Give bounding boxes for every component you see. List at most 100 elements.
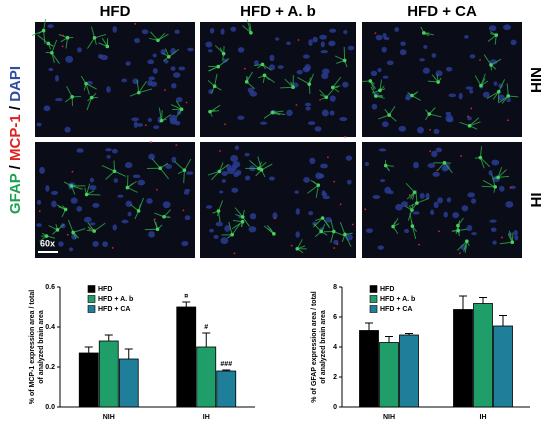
nucleus [295, 231, 300, 238]
astrocyte [55, 228, 60, 232]
x-tick-label: IH [480, 414, 487, 421]
astrocyte [378, 88, 382, 93]
nucleus [419, 192, 425, 199]
nucleus [237, 47, 245, 53]
astrocyte-process [330, 231, 335, 243]
y-axis-label: of analyzed brain area [320, 310, 327, 384]
astrocyte [240, 219, 245, 224]
astrocyte-process [157, 33, 169, 41]
nucleus [178, 66, 186, 71]
nucleus [343, 30, 348, 35]
nucleus [470, 198, 477, 204]
nucleus [448, 93, 457, 98]
nucleus [106, 86, 111, 93]
mcp1-signal [164, 89, 166, 91]
nucleus [304, 64, 311, 71]
legend-swatch [87, 295, 96, 303]
astrocyte-process [469, 121, 481, 127]
astrocyte [479, 83, 483, 88]
nucleus [489, 219, 497, 223]
astrocyte-process [231, 221, 243, 230]
nucleus [165, 163, 173, 170]
y-tick-label: 0.2 [45, 364, 55, 371]
astrocyte [506, 94, 511, 98]
astrocyte [331, 229, 336, 234]
nucleus [509, 185, 516, 189]
astrocyte [270, 110, 275, 115]
astrocyte-process [138, 88, 153, 94]
significance-mark: ¤ [184, 293, 188, 300]
nucleus [45, 185, 50, 192]
astrocyte [330, 85, 335, 90]
astrocyte-process [429, 113, 442, 118]
column-header: HFD [100, 3, 131, 20]
astrocyte [415, 201, 419, 205]
nucleus [371, 103, 378, 110]
nucleus [370, 70, 378, 77]
astrocyte [63, 207, 68, 212]
nucleus [308, 211, 314, 216]
astrocyte-process [86, 97, 93, 111]
nucleus [233, 171, 239, 178]
astrocyte-process [184, 158, 192, 171]
nucleus [249, 91, 258, 97]
stain-word: GFAP [7, 173, 24, 214]
nucleus [259, 121, 268, 125]
nucleus [169, 114, 178, 122]
astrocyte-process [51, 52, 60, 64]
astrocyte [456, 228, 460, 233]
nucleus [269, 54, 275, 62]
nucleus [176, 97, 183, 103]
nucleus [47, 24, 54, 29]
nucleus [388, 190, 394, 195]
nucleus [184, 215, 191, 221]
astrocyte [162, 214, 166, 219]
bar [78, 352, 99, 408]
astrocyte [156, 38, 160, 43]
micrograph [35, 142, 195, 258]
astrocyte-process [168, 48, 180, 58]
nucleus [213, 234, 219, 240]
mcp1-signal [149, 141, 152, 144]
nucleus [268, 176, 275, 181]
y-tick-label: 0.6 [45, 284, 55, 291]
nucleus [422, 67, 430, 74]
astrocyte [244, 80, 249, 84]
x-tick-label: NIH [383, 414, 395, 421]
nucleus [452, 212, 460, 219]
mcp1-signal [429, 128, 432, 131]
nucleus [92, 241, 99, 247]
astrocyte [112, 169, 117, 174]
mcp1-signal [364, 208, 367, 211]
nucleus [383, 36, 390, 41]
astrocyte-process [174, 160, 185, 171]
astrocyte [319, 229, 323, 234]
mcp1-signal [333, 247, 336, 249]
astrocyte [412, 190, 417, 195]
nucleus [68, 247, 74, 252]
nucleus [513, 230, 518, 236]
nucleus [413, 161, 419, 169]
mcp1-signal [153, 218, 156, 221]
astrocyte-process [71, 185, 83, 190]
scale-overlay: 60x [38, 238, 58, 253]
astrocyte [159, 118, 164, 123]
nucleus [395, 203, 403, 211]
legend-label: HFD + CA [98, 306, 130, 313]
nucleus [401, 201, 409, 208]
mcp1-signal [295, 104, 298, 106]
nucleus [124, 162, 133, 169]
bar [399, 334, 419, 408]
astrocyte-process [73, 228, 86, 233]
nucleus [160, 48, 166, 55]
nucleus [170, 66, 176, 71]
nucleus [106, 154, 111, 159]
nucleus [148, 153, 155, 160]
astrocyte-process [136, 79, 140, 93]
astrocyte [84, 192, 89, 197]
nucleus [329, 95, 336, 102]
astrocyte-process [486, 91, 500, 99]
nucleus [467, 192, 476, 198]
nucleus [121, 78, 128, 83]
nucleus [76, 148, 84, 153]
